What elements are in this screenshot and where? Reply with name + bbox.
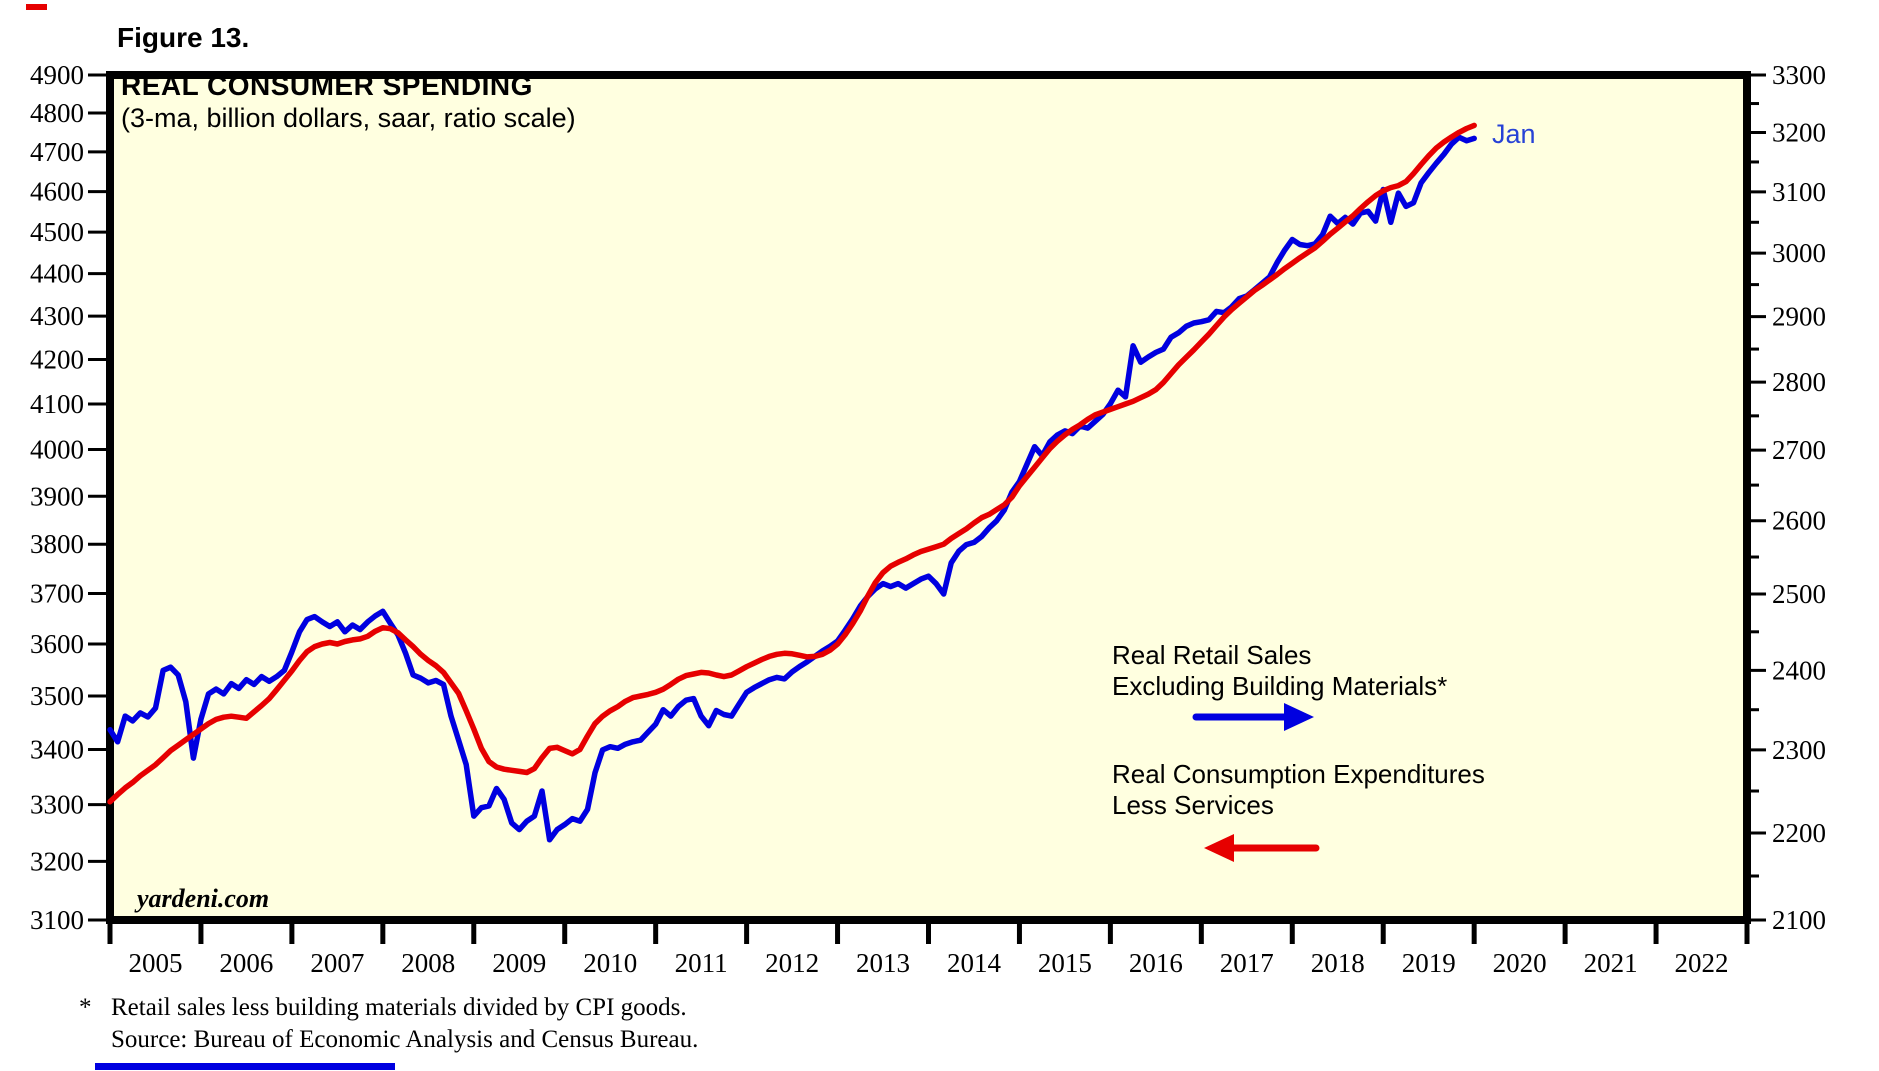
left-tick-label: 4300	[30, 301, 84, 331]
year-label: 2009	[492, 948, 546, 978]
year-label: 2021	[1584, 948, 1638, 978]
stray-red-mark	[26, 4, 47, 10]
legend-consumption: Real Consumption Expenditures Less Servi…	[1112, 759, 1485, 821]
left-tick-label: 3700	[30, 578, 84, 608]
x-axis: 2005 2006 2007 2008 2009 2010 2011 2012 2013 2014…	[107, 922, 1750, 978]
left-tick-label: 3200	[30, 846, 84, 876]
year-label: 2010	[583, 948, 637, 978]
series-end-annotation: Jan	[1492, 119, 1536, 149]
year-label: 2005	[128, 948, 182, 978]
year-label: 2011	[675, 948, 728, 978]
right-axis: 3300 3200 3100 3000 2900 2800 2700 2600 2500 2400…	[1749, 60, 1826, 935]
year-label: 2013	[856, 948, 910, 978]
left-tick-label: 4700	[30, 137, 84, 167]
left-tick-label: 3300	[30, 790, 84, 820]
legend-retail-line1: Real Retail Sales	[1112, 640, 1312, 670]
left-tick-label: 4400	[30, 259, 84, 289]
series-line-1	[107, 122, 1477, 805]
right-tick-label: 2600	[1772, 506, 1826, 536]
left-tick-label: 3100	[30, 905, 84, 935]
right-tick-label: 2700	[1772, 435, 1826, 465]
legend-consumption-line1: Real Consumption Expenditures	[1112, 759, 1485, 789]
arrow-head-icon	[1204, 834, 1234, 862]
left-tick-label: 3400	[30, 735, 84, 765]
watermark-yardeni: yardeni.com	[137, 884, 270, 913]
year-label: 2016	[1129, 948, 1183, 978]
left-tick-label: 4100	[30, 389, 84, 419]
legend-retail-line2: Excluding Building Materials*	[1112, 671, 1448, 701]
year-label: 2017	[1220, 948, 1274, 978]
left-tick-label: 3600	[30, 629, 84, 659]
right-tick-label: 2100	[1772, 905, 1826, 935]
year-label: 2020	[1493, 948, 1547, 978]
year-label: 2014	[947, 948, 1002, 978]
footnote-definition: Retail sales less building materials div…	[111, 994, 687, 1021]
right-tick-label: 2400	[1772, 655, 1826, 685]
footnote-marker: *	[79, 994, 92, 1021]
right-tick-label: 3000	[1772, 238, 1826, 268]
right-tick-label: 2900	[1772, 302, 1826, 332]
left-tick-label: 4000	[30, 435, 84, 465]
left-tick-label: 3500	[30, 681, 84, 711]
left-axis: 4900 4800 4700 4600 4500 4400 4300 4200 4100 4000…	[30, 60, 108, 935]
right-tick-label: 2500	[1772, 579, 1826, 609]
legend-retail-sales: Real Retail Sales Excluding Building Mat…	[1112, 640, 1447, 702]
plot-area	[106, 71, 1751, 924]
year-label: 2012	[765, 948, 819, 978]
legend-arrow-consumption	[1204, 834, 1320, 862]
right-tick-label: 3300	[1772, 60, 1826, 90]
partial-next-chart-line	[95, 1063, 395, 1070]
left-tick-label: 4200	[30, 345, 84, 375]
year-label: 2015	[1038, 948, 1092, 978]
right-tick-label: 3100	[1772, 177, 1826, 207]
figure-number: Figure 13.	[117, 22, 250, 53]
year-label: 2018	[1311, 948, 1365, 978]
footnote-source: Source: Bureau of Economic Analysis and …	[111, 1026, 699, 1053]
year-label: 2006	[219, 948, 273, 978]
left-tick-label: 4600	[30, 177, 84, 207]
left-tick-label: 4500	[30, 217, 84, 247]
year-label: 2008	[401, 948, 455, 978]
arrow-head-icon	[1284, 703, 1314, 731]
left-tick-label: 3900	[30, 481, 84, 511]
left-tick-label: 3800	[30, 529, 84, 559]
left-tick-label: 4800	[30, 98, 84, 128]
right-tick-label: 2300	[1772, 735, 1826, 765]
legend-arrow-retail	[1192, 703, 1314, 731]
left-tick-label: 4900	[30, 60, 84, 90]
right-tick-label: 2800	[1772, 367, 1826, 397]
year-label: 2019	[1402, 948, 1456, 978]
right-tick-label: 3200	[1772, 118, 1826, 148]
right-tick-label: 2200	[1772, 818, 1826, 848]
chart-title: REAL CONSUMER SPENDING	[121, 70, 533, 101]
legend-consumption-line2: Less Services	[1112, 790, 1274, 820]
year-label: 2022	[1675, 948, 1729, 978]
year-label: 2007	[310, 948, 364, 978]
chart-subtitle: (3-ma, billion dollars, saar, ratio scal…	[121, 103, 576, 133]
